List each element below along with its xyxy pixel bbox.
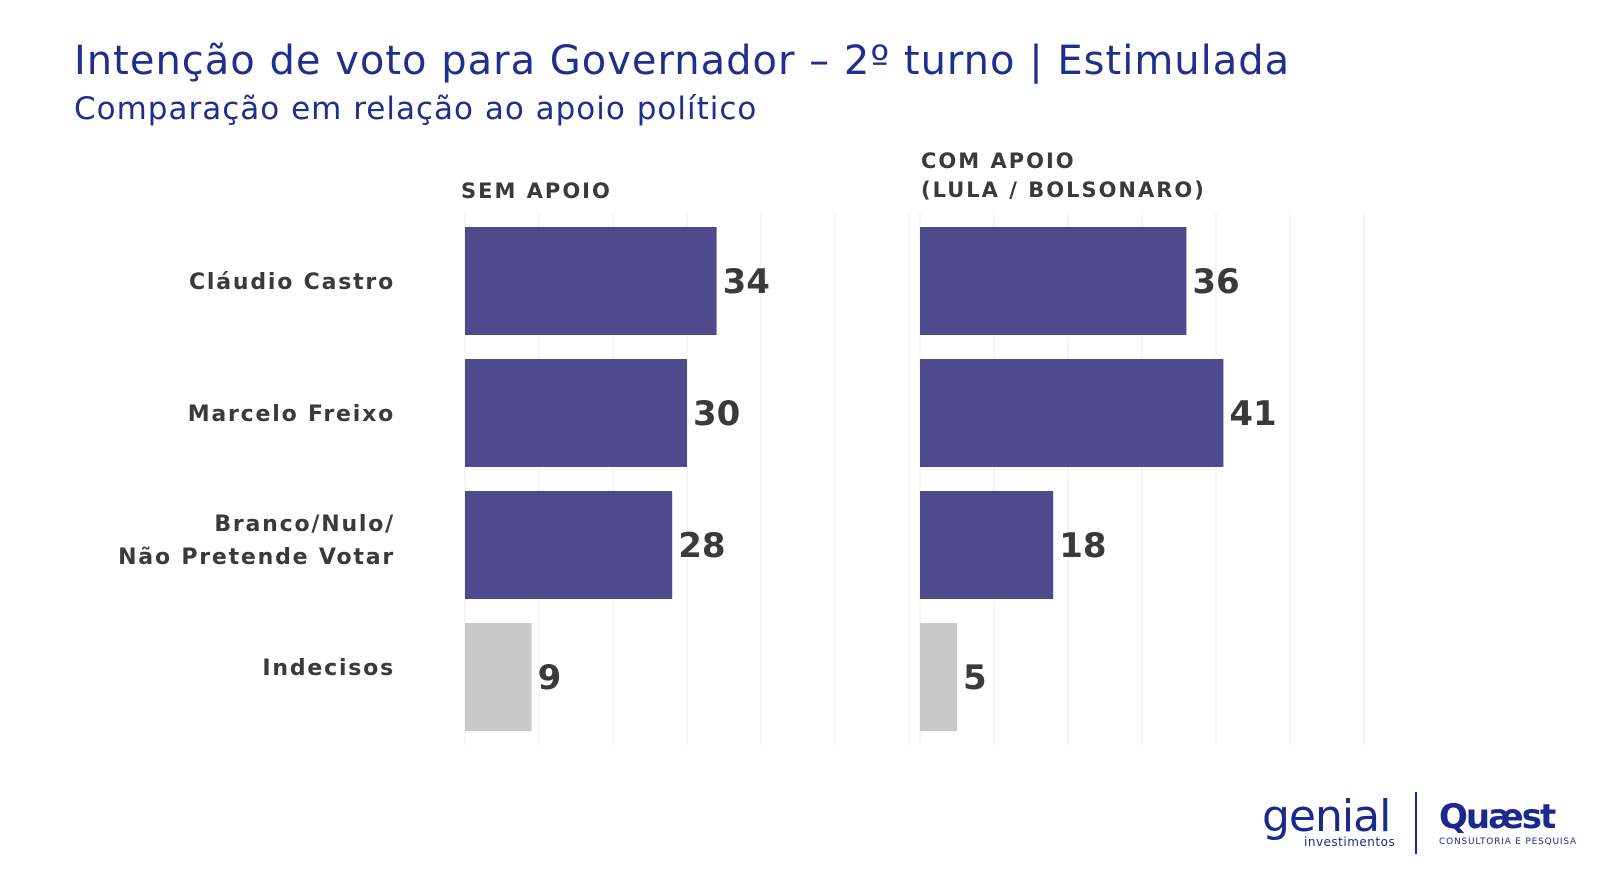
bar (465, 623, 532, 731)
footer-logos: genial investimentos Quæst CONSULTORIA E… (1262, 791, 1592, 860)
bar-value-label: 30 (693, 394, 740, 434)
quaest-logo-subtitle: CONSULTORIA E PESQUISA (1439, 837, 1578, 847)
category-label-line: Cláudio Castro (188, 270, 395, 295)
panel-title-sem-apoio: SEM APOIO (461, 177, 612, 206)
bar (920, 623, 957, 731)
bar (465, 491, 673, 599)
category-label-line: Branco/Nulo/ (214, 512, 395, 537)
bar-value-label: 5 (963, 658, 987, 698)
bar (920, 359, 1224, 467)
panel-title-com-apoio: COM APOIO (LULA / BOLSONARO) (921, 147, 1206, 205)
bar-value-label: 41 (1229, 394, 1276, 434)
category-label-claudio-castro: Cláudio Castro (189, 266, 395, 299)
bar-value-label: 28 (678, 526, 725, 566)
bar-value-label: 34 (723, 262, 770, 302)
page-title: Intenção de voto para Governador – 2º tu… (74, 38, 1291, 84)
category-label-indecisos: Indecisos (262, 652, 395, 685)
genial-logo: genial (1262, 791, 1391, 842)
category-label-line: Indecisos (262, 656, 395, 681)
page-subtitle: Comparação em relação ao apoio político (74, 91, 758, 127)
category-label-line: Marcelo Freixo (187, 402, 395, 427)
bar (465, 227, 717, 335)
quaest-logo: Quæst (1439, 797, 1556, 837)
panel-title-line: SEM APOIO (461, 179, 612, 203)
bar-value-label: 9 (538, 658, 562, 698)
bar (920, 491, 1054, 599)
panel-title-line: (LULA / BOLSONARO) (921, 178, 1206, 202)
bar (465, 359, 687, 467)
category-label-branco-nulo: Branco/Nulo/ Não Pretende Votar (118, 508, 395, 574)
bar-value-label: 18 (1059, 526, 1106, 566)
category-label-marcelo-freixo: Marcelo Freixo (188, 398, 395, 431)
category-label-line: Não Pretende Votar (118, 545, 395, 570)
bar-value-label: 36 (1192, 262, 1239, 302)
logo-divider (1415, 792, 1417, 854)
panel-title-line: COM APOIO (921, 149, 1076, 173)
bar (920, 227, 1187, 335)
genial-logo-subtitle: investimentos (1304, 835, 1396, 849)
